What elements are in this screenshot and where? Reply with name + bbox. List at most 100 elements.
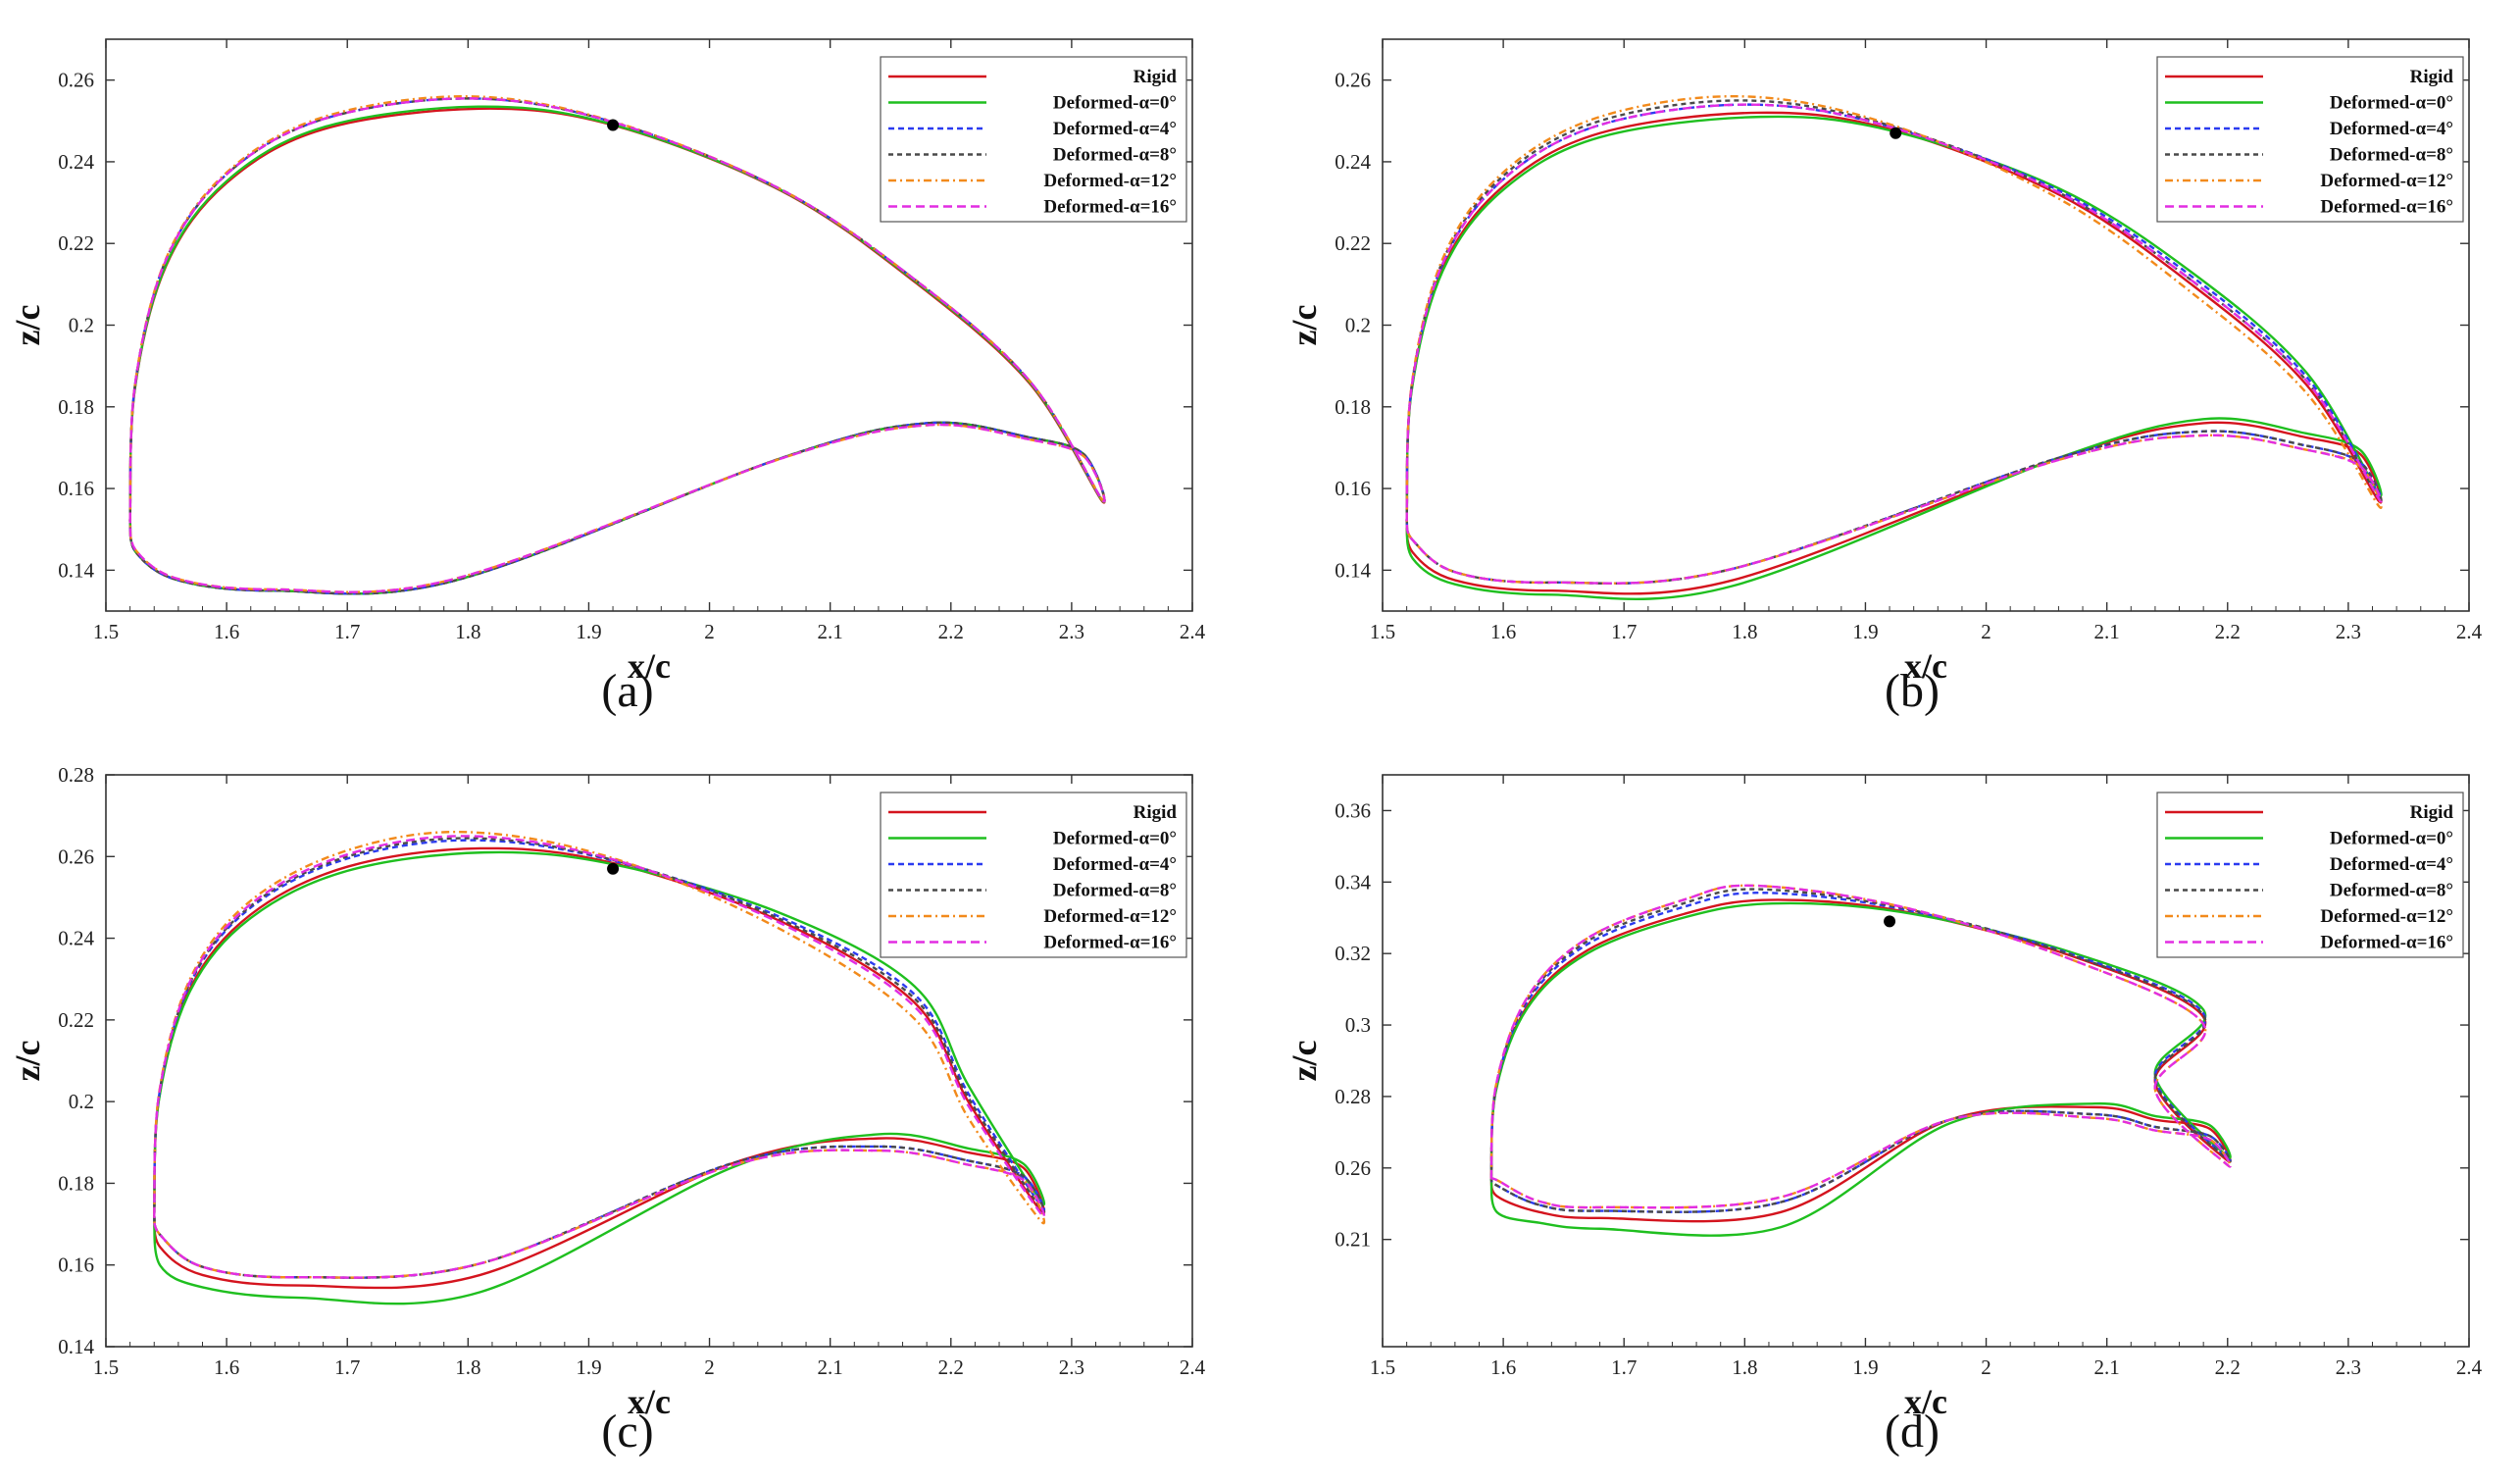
legend-entry: Deformed-α=16° xyxy=(2320,197,2453,218)
y-tick-label: 0.34 xyxy=(1335,870,1371,894)
legend-entry: Rigid xyxy=(2410,67,2454,87)
x-tick-label: 1.9 xyxy=(576,620,601,643)
x-tick-label: 1.6 xyxy=(1490,1355,1516,1379)
x-tick-label: 2.1 xyxy=(2094,620,2120,643)
legend: Rigid Deformed-α=0° Deformed-α=4° Deformed-… xyxy=(880,56,1187,223)
y-tick-label: 0.32 xyxy=(1335,942,1371,965)
y-tick-label: 0.18 xyxy=(58,395,94,419)
x-axis-label: x/c xyxy=(1904,1382,1947,1421)
x-tick-label: 2 xyxy=(704,1355,715,1379)
y-axis-label: z/c xyxy=(8,1041,47,1082)
legend-entry: Deformed-α=8° xyxy=(1053,145,1177,166)
series-line-3 xyxy=(1489,888,2232,1213)
x-tick-label: 2.2 xyxy=(2215,1355,2241,1379)
panel-a: 1.5 1.6 1.7 1.8 1.9 2 2.1 2.2 2.3 2.4 0.14 0.16 0.18… xyxy=(8,38,1206,717)
series-line-0 xyxy=(1405,111,2383,595)
series-group xyxy=(128,95,1106,595)
series-line-1 xyxy=(1405,115,2383,600)
series-line-4 xyxy=(128,95,1106,593)
x-axis-label: x/c xyxy=(628,646,671,686)
panel-c: 1.5 1.6 1.7 1.8 1.9 2 2.1 2.2 2.3 2.4 0.14 0.16 0.18… xyxy=(8,763,1206,1457)
y-tick-label: 0.22 xyxy=(58,231,94,255)
legend-box xyxy=(880,56,1187,223)
series-line-5 xyxy=(128,97,1106,593)
y-tick-label: 0.28 xyxy=(1335,1085,1371,1108)
x-axis-label: x/c xyxy=(1904,646,1947,686)
legend-entry: Rigid xyxy=(1134,802,1178,823)
legend-entry: Deformed-α=0° xyxy=(1053,829,1177,849)
x-tick-label: 1.9 xyxy=(1852,1355,1878,1379)
x-axis-label: x/c xyxy=(628,1382,671,1421)
x-tick-label: 2.4 xyxy=(2456,1355,2483,1379)
series-group xyxy=(153,830,1046,1305)
reference-point xyxy=(607,862,620,875)
x-tick-label: 2.2 xyxy=(938,620,964,643)
legend-entry: Deformed-α=12° xyxy=(2320,906,2453,927)
x-tick-label: 1.9 xyxy=(576,1355,601,1379)
x-tick-label: 1.8 xyxy=(455,620,480,643)
legend-box xyxy=(2156,56,2464,223)
y-tick-label: 0.24 xyxy=(58,927,94,950)
y-tick-label: 0.14 xyxy=(58,558,94,582)
legend-entry: Deformed-α=16° xyxy=(2320,933,2453,953)
x-tick-label: 2.4 xyxy=(2456,620,2483,643)
series-line-5 xyxy=(1489,884,2232,1209)
x-tick-label: 2.1 xyxy=(818,620,843,643)
x-tick-label: 1.5 xyxy=(93,620,119,643)
y-tick-label: 0.16 xyxy=(58,1253,94,1277)
x-tick-label: 1.5 xyxy=(1370,1355,1395,1379)
y-tick-label: 0.24 xyxy=(58,150,94,174)
legend-box xyxy=(880,792,1187,958)
y-tick-label: 0.28 xyxy=(58,763,94,787)
y-axis-label: z/c xyxy=(1285,1041,1324,1082)
y-tick-label: 0.22 xyxy=(58,1008,94,1032)
panel-caption: (c) xyxy=(601,1406,653,1457)
panel-caption: (b) xyxy=(1885,665,1940,717)
x-tick-label: 2.4 xyxy=(1180,620,1206,643)
x-tick-label: 1.6 xyxy=(214,1355,239,1379)
x-tick-label: 2.2 xyxy=(938,1355,964,1379)
legend: Rigid Deformed-α=0° Deformed-α=4° Deformed-… xyxy=(2156,56,2464,223)
legend-entry: Deformed-α=0° xyxy=(1053,93,1177,114)
legend-entry: Deformed-α=8° xyxy=(1053,881,1177,901)
y-tick-label: 0.26 xyxy=(58,844,94,868)
y-tick-label: 0.3 xyxy=(1345,1013,1371,1037)
legend-entry: Deformed-α=4° xyxy=(1053,854,1177,875)
series-line-5 xyxy=(153,835,1046,1279)
legend: Rigid Deformed-α=0° Deformed-α=4° Deformed-… xyxy=(2156,792,2464,958)
y-tick-label: 0.2 xyxy=(69,1090,94,1113)
legend-entry: Deformed-α=16° xyxy=(1043,933,1177,953)
legend-entry: Deformed-α=4° xyxy=(1053,119,1177,139)
legend: Rigid Deformed-α=0° Deformed-α=4° Deformed-… xyxy=(880,792,1187,958)
x-tick-label: 1.6 xyxy=(214,620,239,643)
legend-entry: Deformed-α=12° xyxy=(1043,171,1177,191)
plot-frame xyxy=(1382,774,2470,1348)
y-axis-label: z/c xyxy=(1285,305,1324,346)
legend-entry: Deformed-α=0° xyxy=(2330,93,2453,114)
plot-frame xyxy=(105,774,1193,1348)
x-tick-label: 1.5 xyxy=(93,1355,119,1379)
reference-point xyxy=(1884,915,1896,928)
x-tick-label: 2.1 xyxy=(2094,1355,2120,1379)
x-tick-label: 1.8 xyxy=(455,1355,480,1379)
x-tick-label: 2 xyxy=(1981,620,1991,643)
y-tick-label: 0.14 xyxy=(1335,558,1371,582)
y-tick-label: 0.2 xyxy=(1345,314,1371,337)
x-tick-label: 1.8 xyxy=(1732,1355,1757,1379)
panel-d: 1.5 1.6 1.7 1.8 1.9 2 2.1 2.2 2.3 2.4 0.21 0.26 0.28… xyxy=(1285,774,2483,1457)
y-tick-label: 0.36 xyxy=(1335,798,1371,822)
x-tick-label: 1.7 xyxy=(1611,620,1637,643)
series-line-1 xyxy=(153,850,1046,1305)
y-tick-label: 0.24 xyxy=(1335,150,1371,174)
series-line-0 xyxy=(1489,898,2232,1223)
reference-point xyxy=(607,119,620,131)
y-tick-label: 0.16 xyxy=(1335,477,1371,500)
legend-entry: Deformed-α=12° xyxy=(1043,906,1177,927)
x-tick-label: 1.5 xyxy=(1370,620,1395,643)
y-tick-label: 0.26 xyxy=(58,69,94,92)
series-line-1 xyxy=(1489,901,2232,1237)
legend-entry: Deformed-α=8° xyxy=(2330,145,2453,166)
y-tick-label: 0.14 xyxy=(58,1335,94,1358)
x-tick-label: 1.9 xyxy=(1852,620,1878,643)
